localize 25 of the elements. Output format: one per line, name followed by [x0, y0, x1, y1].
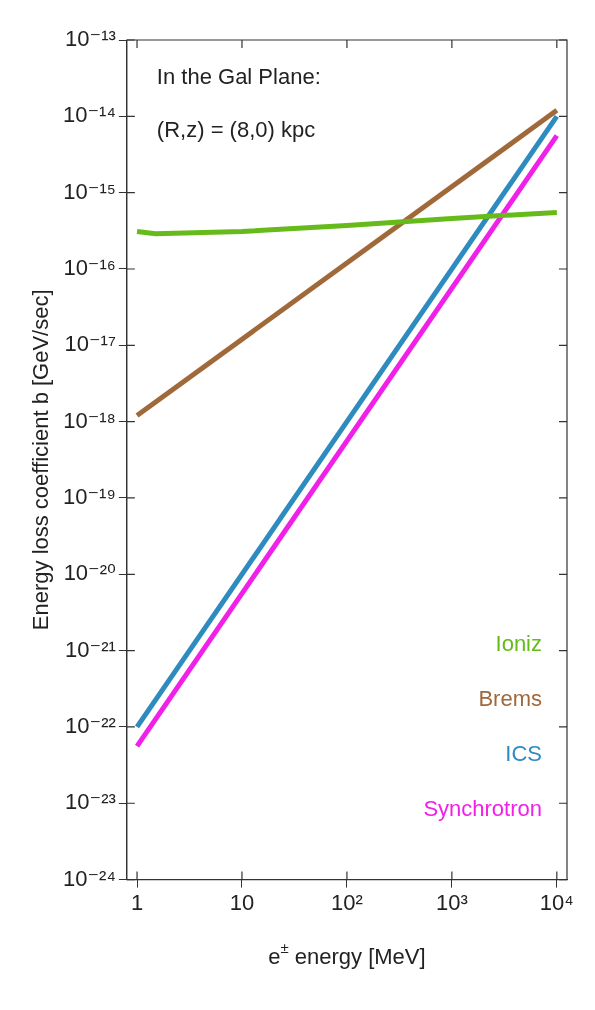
y-tick-label: 10⁻¹⁸ [63, 407, 116, 433]
y-tick-label: 10⁻²² [65, 713, 116, 739]
x-axis-title: e± energy [MeV] [268, 938, 426, 969]
y-tick-label: 10⁻¹³ [65, 26, 116, 52]
text: Brems [478, 685, 542, 711]
text: ICS [505, 740, 543, 766]
x-tick-label: 10³ [435, 889, 468, 915]
y-tick-label: 10⁻²³ [65, 789, 116, 815]
y-tick-label: 10⁻¹⁶ [63, 255, 116, 281]
x-tick-label: 10 [229, 889, 255, 915]
y-tick-label: 10⁻¹⁵ [63, 178, 116, 204]
y-tick-label: 10⁻²⁴ [62, 865, 116, 891]
annotation: (R,z) = (8,0) kpc [156, 117, 316, 143]
x-tick-label: 1 [130, 889, 144, 915]
x-tick-label: 10⁴ [539, 889, 574, 915]
y-tick-label: 10⁻¹⁹ [63, 484, 116, 510]
x-tick-label: 10² [331, 889, 363, 915]
y-tick-label: 10⁻¹⁷ [64, 331, 116, 357]
y-tick-label: 10⁻¹⁴ [62, 102, 116, 128]
y-axis-title: Energy loss coefficient b [GeV/sec] [28, 289, 54, 631]
text: Ioniz [495, 630, 543, 656]
y-tick-label: 10⁻²⁰ [63, 560, 117, 586]
annotation: In the Gal Plane: [156, 64, 321, 90]
text: Synchrotron [423, 795, 543, 821]
y-tick-label: 10⁻²¹ [65, 636, 116, 662]
